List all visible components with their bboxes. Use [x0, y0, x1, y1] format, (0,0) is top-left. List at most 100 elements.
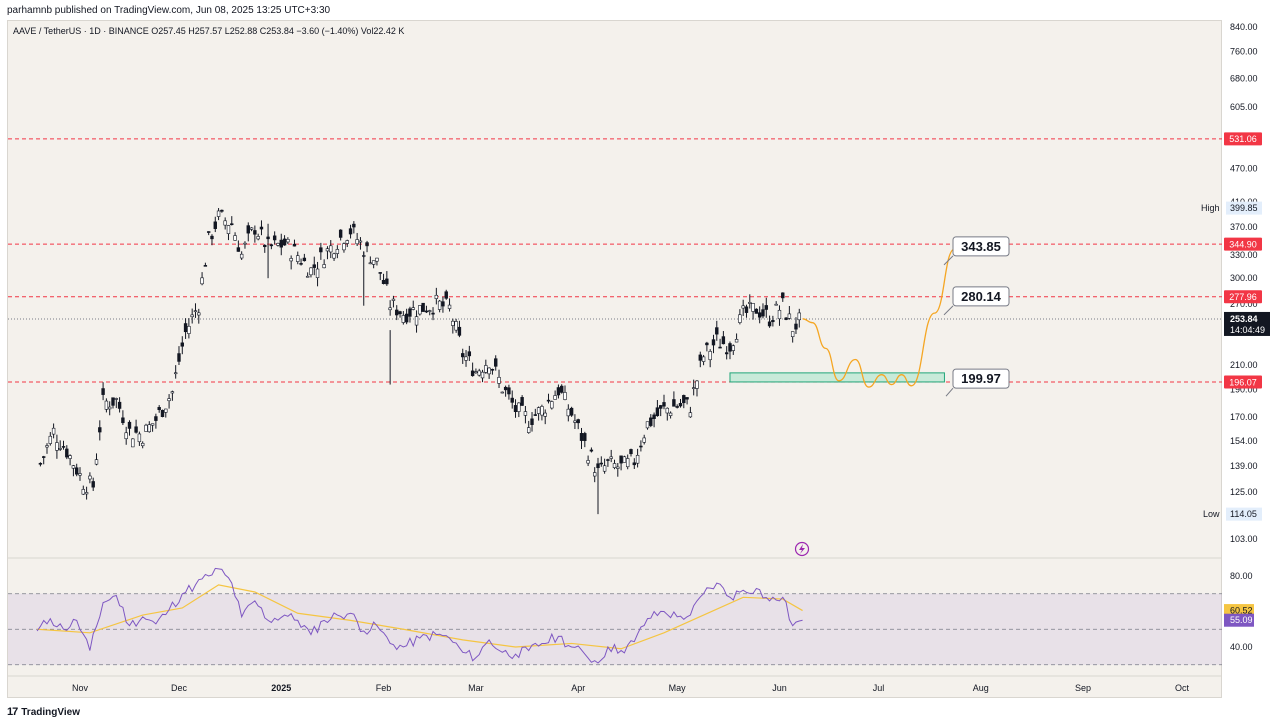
candle-body	[639, 445, 643, 448]
candle-body	[728, 343, 732, 352]
candle-body	[540, 406, 544, 416]
bar-countdown: 14:04:49	[1230, 325, 1265, 335]
candle-body	[731, 345, 735, 351]
price-axis-tick: 300.00	[1230, 273, 1258, 283]
last-price-label: 253.84	[1230, 314, 1258, 324]
price-callout-280.14: 280.14	[943, 286, 1010, 316]
candle-body	[414, 316, 419, 326]
candle-body	[213, 221, 217, 229]
symbol-info: AAVE / TetherUS · 1D · BINANCE O257.45 H…	[13, 26, 405, 36]
candle-body	[787, 313, 792, 319]
candle-body	[771, 320, 775, 323]
candle-body	[355, 239, 359, 245]
callout-box	[952, 286, 1010, 307]
price-axis-tick: 103.00	[1230, 534, 1258, 544]
candle-body	[398, 311, 402, 315]
candle-body	[573, 420, 577, 423]
candle-body	[388, 307, 392, 311]
candle-body	[536, 407, 541, 414]
candle-body	[216, 210, 221, 217]
tradingview-brand: TradingView	[21, 706, 80, 718]
candle-body	[378, 272, 382, 274]
candle-body	[352, 223, 356, 228]
price-axis-tick: 270.00	[1230, 299, 1258, 309]
candle-body	[98, 427, 102, 433]
candle-body	[649, 417, 653, 426]
low-value: 114.05	[1230, 509, 1257, 519]
candle-body	[345, 240, 349, 244]
rsi-ma-value: 60.52	[1230, 606, 1253, 616]
price-axis-tick: 139.00	[1230, 461, 1258, 471]
candle-body	[718, 346, 722, 349]
candle-body	[282, 238, 287, 246]
candle-body	[764, 305, 768, 310]
price-axis-tick: 170.00	[1230, 412, 1258, 422]
publish-info: parhamnb published on TradingView.com, J…	[7, 5, 331, 16]
candle-body	[546, 399, 551, 402]
candle-body	[612, 463, 617, 469]
candle-body	[599, 462, 604, 465]
candle-body	[391, 298, 396, 301]
candle-body	[375, 257, 379, 262]
candle-body	[579, 433, 584, 441]
candle-body	[147, 424, 151, 433]
candle-body	[748, 301, 752, 304]
candle-body	[137, 433, 142, 443]
price-axis-tick: 760.00	[1230, 46, 1258, 56]
callout-box	[952, 368, 1010, 389]
candle-body	[418, 305, 422, 315]
candle-body	[494, 358, 498, 367]
candle-body	[484, 365, 488, 373]
time-axis-label: Feb	[376, 683, 392, 693]
candle-body	[761, 309, 765, 317]
candle-body	[154, 416, 158, 421]
lightning-icon-bolt	[799, 544, 805, 554]
candle-body	[586, 460, 590, 464]
price-axis-tick: 370.00	[1230, 222, 1258, 232]
candle-body	[797, 312, 801, 321]
publish-header: parhamnb published on TradingView.com, J…	[0, 0, 1280, 20]
time-axis-label: May	[669, 683, 687, 693]
level-price-label: 531.06	[1229, 134, 1257, 144]
candle-body	[243, 242, 247, 245]
candle-body	[315, 268, 320, 278]
candle-body	[263, 244, 267, 248]
candle-body	[424, 310, 429, 313]
candle-body	[253, 230, 257, 235]
candle-body	[187, 325, 191, 334]
candle-body	[616, 466, 620, 469]
candle-body	[563, 392, 567, 400]
candle-body	[239, 253, 244, 259]
support-zone	[729, 372, 945, 383]
rsi-axis-tick: 40.00	[1230, 642, 1253, 652]
candle-body	[437, 300, 442, 310]
candle-body	[715, 327, 719, 335]
candle-body	[754, 308, 759, 314]
candle-body	[480, 371, 485, 379]
candle-body	[309, 267, 313, 276]
candle-body	[461, 353, 465, 358]
candle-body	[500, 391, 505, 394]
time-axis-label: Jun	[772, 683, 787, 693]
candle-body	[408, 308, 412, 317]
rsi-ma-line	[37, 584, 803, 650]
candle-body	[474, 371, 478, 373]
level-price-label: 344.90	[1229, 239, 1257, 249]
candle-body	[48, 435, 53, 444]
callout-pointer	[945, 387, 954, 397]
candle-body	[256, 236, 260, 240]
candle-body	[513, 405, 518, 413]
candle-body	[223, 220, 227, 226]
candle-body	[42, 456, 46, 458]
candle-body	[111, 397, 115, 406]
high-label: High	[1201, 203, 1220, 213]
time-axis-label: 2025	[271, 683, 291, 693]
candle-body	[777, 309, 782, 320]
candle-body	[305, 275, 310, 278]
rsi-line	[36, 567, 803, 664]
candle-body	[428, 310, 432, 312]
candle-body	[104, 400, 109, 410]
candle-body	[447, 304, 452, 309]
callout-text: 199.97	[961, 371, 1001, 386]
